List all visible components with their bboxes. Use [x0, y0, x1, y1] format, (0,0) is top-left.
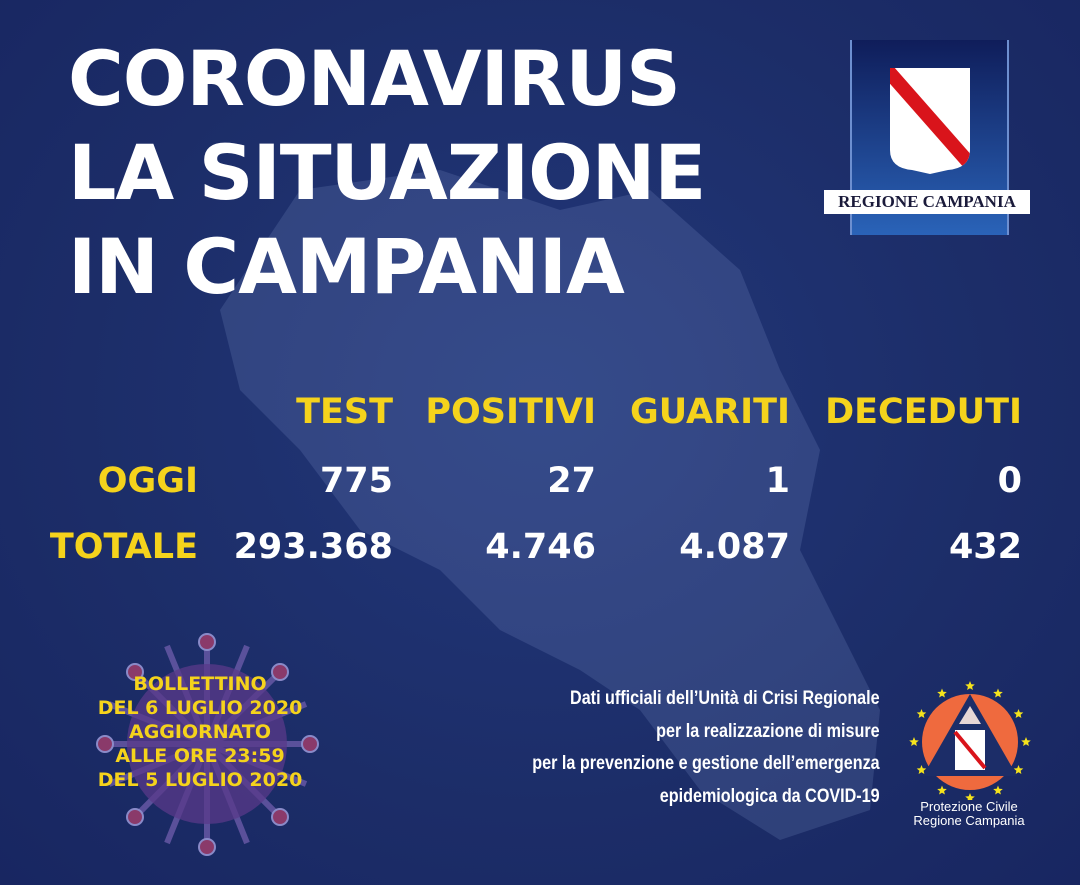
title-line-3: IN CAMPANIA: [68, 222, 625, 311]
star-icon: [993, 688, 1003, 698]
star-icon: [937, 785, 947, 795]
header-positivi: POSITIVI: [425, 392, 596, 432]
star-icon: [1013, 765, 1024, 774]
source-line: epidemiologica da COVID-19: [660, 785, 880, 807]
logo-text: REGIONE CAMPANIA: [824, 190, 1030, 214]
bulletin-line: ALLE ORE 23:59: [115, 745, 285, 767]
bulletin-line: DEL 5 LUGLIO 2020: [97, 769, 303, 791]
regione-campania-logo: REGIONE CAMPANIA: [824, 40, 1030, 235]
oggi-test: 775: [319, 461, 393, 501]
virus-icon: [96, 633, 319, 856]
protezione-civile-logo: [909, 681, 1031, 800]
totale-deceduti: 432: [948, 527, 1022, 567]
star-icon: [916, 765, 927, 774]
star-icon: [965, 793, 975, 800]
row-label-totale: TOTALE: [49, 527, 198, 567]
star-icon: [916, 709, 927, 718]
star-icon: [1013, 709, 1024, 718]
page-title: CORONAVIRUS LA SITUAZIONE IN CAMPANIA: [68, 32, 706, 314]
bulletin-line: AGGIORNATO: [129, 721, 271, 743]
star-icon: [909, 737, 919, 746]
star-icon: [965, 681, 975, 690]
totale-positivi: 4.746: [485, 527, 596, 567]
pc-line-1: Protezione Civile: [920, 799, 1018, 814]
header-guariti: GUARITI: [629, 392, 790, 432]
star-icon: [937, 688, 947, 698]
title-line-1: CORONAVIRUS: [68, 34, 681, 123]
oggi-positivi: 27: [547, 461, 596, 501]
oggi-deceduti: 0: [997, 461, 1022, 501]
title-line-2: LA SITUAZIONE: [68, 128, 706, 217]
row-label-oggi: OGGI: [97, 461, 198, 501]
source-line: per la prevenzione e gestione dell’emerg…: [532, 753, 880, 774]
protezione-civile-text: Protezione Civile Regione Campania: [895, 800, 1043, 828]
bulletin-line: BOLLETTINO: [133, 673, 267, 695]
campania-shield-icon: [890, 68, 970, 174]
star-icon: [1021, 737, 1031, 746]
source-line: per la realizzazione di misure: [656, 720, 880, 742]
oggi-guariti: 1: [765, 461, 790, 501]
bulletin-line: DEL 6 LUGLIO 2020: [97, 697, 303, 719]
pc-line-2: Regione Campania: [913, 813, 1025, 828]
bulletin-info: BOLLETTINO DEL 6 LUGLIO 2020 AGGIORNATO …: [60, 672, 340, 792]
totale-test: 293.368: [233, 527, 393, 567]
star-icon: [993, 785, 1003, 795]
totale-guariti: 4.087: [679, 527, 790, 567]
source-line: Dati ufficiali dell’Unità di Crisi Regio…: [570, 688, 880, 709]
campania-map-silhouette: [220, 170, 880, 840]
header-test: TEST: [296, 392, 393, 432]
header-deceduti: DECEDUTI: [825, 392, 1022, 432]
source-note: Dati ufficiali dell’Unità di Crisi Regio…: [533, 683, 880, 813]
